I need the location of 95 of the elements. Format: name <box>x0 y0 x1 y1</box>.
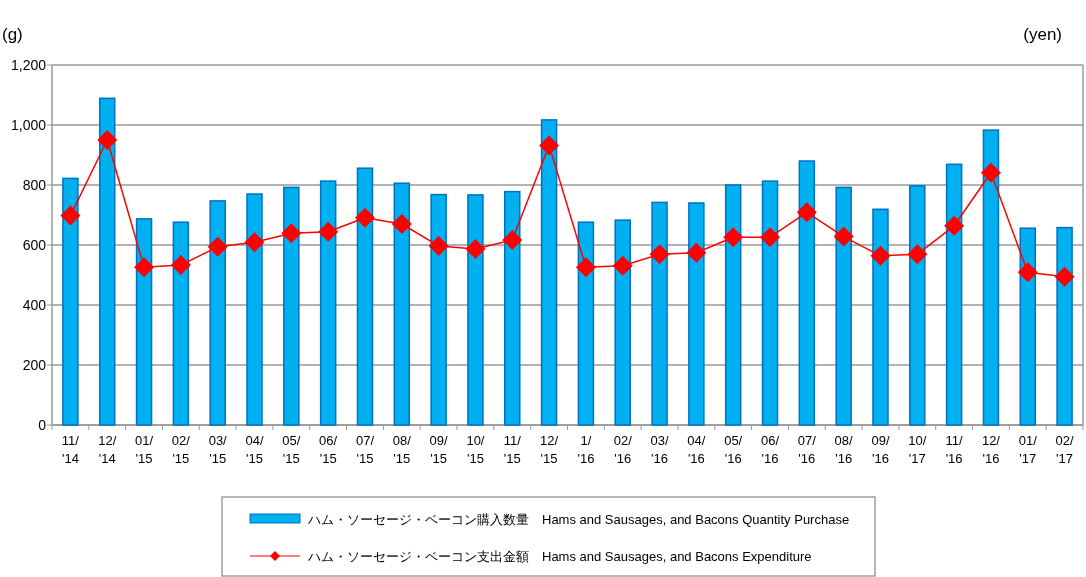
bar <box>467 194 484 426</box>
x-tick-label: 05/ '15 <box>282 433 301 466</box>
x-tick-label: 12/ '14 <box>98 433 117 466</box>
y-axis-title: (g) <box>2 25 23 44</box>
legend-label: ハム・ソーセージ・ベーコン購入数量 Hams and Sausages, and Bacons Quantity Purchase <box>307 512 850 527</box>
point <box>649 244 670 265</box>
x-tick-label: 04/ '15 <box>245 433 264 466</box>
bar <box>504 190 521 426</box>
x-tick-label: 08/ '16 <box>834 433 854 466</box>
point <box>134 257 155 278</box>
x-tick-label: 05/ '16 <box>724 433 743 466</box>
point <box>980 162 1001 183</box>
y-tick-label: 0 <box>38 417 47 433</box>
bar <box>430 193 447 426</box>
x-tick-label: 01/ '17 <box>1018 433 1038 466</box>
bar <box>614 219 631 426</box>
point <box>686 242 707 263</box>
y-tick-label: 800 <box>22 177 47 193</box>
bar <box>172 221 190 426</box>
bar <box>798 160 816 426</box>
x-tick-label: 10/ '15 <box>466 433 485 466</box>
point <box>907 244 928 265</box>
y-tick-label: 600 <box>22 237 47 253</box>
bar <box>135 218 153 426</box>
bar <box>540 119 558 426</box>
x-tick-label: 11/ '15 <box>503 433 522 466</box>
y-tick-label: 200 <box>22 357 47 373</box>
x-tick-label: 07/ '15 <box>355 433 375 466</box>
point <box>318 221 339 242</box>
point <box>97 130 118 150</box>
x-tick-label: 06/ '16 <box>760 433 780 466</box>
bar <box>356 167 374 426</box>
bar <box>577 221 595 426</box>
x-tick-label: 12/ '16 <box>981 433 1001 466</box>
point <box>428 235 449 256</box>
bar <box>319 180 337 426</box>
bar <box>909 185 926 426</box>
bar <box>1056 226 1073 426</box>
bar <box>1019 227 1037 426</box>
point <box>207 236 228 257</box>
point <box>539 135 560 156</box>
bar <box>246 193 263 426</box>
point <box>944 215 965 236</box>
legend-label: ハム・ソーセージ・ベーコン支出金額 Hams and Sausages, and Bacons Expenditure <box>307 549 812 564</box>
point <box>391 214 412 234</box>
bar <box>98 97 116 426</box>
point <box>870 245 891 266</box>
x-tick-label: 02/ '15 <box>171 433 191 466</box>
x-tick-label: 11/ '14 <box>61 433 80 466</box>
x-tick-label: 07/ '16 <box>797 433 817 466</box>
bar <box>393 182 411 426</box>
y2-axis-title: (yen) <box>1023 25 1062 44</box>
point <box>760 227 781 248</box>
x-tick-label: 12/ '15 <box>540 433 559 466</box>
bar <box>651 201 668 426</box>
bar <box>688 202 705 426</box>
x-tick-label: 03/ '15 <box>208 433 228 466</box>
x-tick-label: 06/ '15 <box>319 433 338 466</box>
point <box>60 205 81 226</box>
y-tick-label: 400 <box>22 297 47 313</box>
point <box>465 238 486 259</box>
bar <box>982 129 1000 426</box>
point <box>833 226 854 247</box>
point <box>354 207 375 228</box>
x-tick-label: 04/ '16 <box>687 433 706 466</box>
bar <box>945 163 963 426</box>
point <box>244 232 265 253</box>
x-tick-label: 10/ '17 <box>908 433 927 466</box>
bar <box>283 186 300 426</box>
point <box>1017 262 1038 283</box>
bar <box>872 208 889 426</box>
point <box>723 227 744 248</box>
bar <box>62 177 79 426</box>
point <box>796 202 817 223</box>
x-tick-label: 02/ '16 <box>613 433 633 466</box>
x-tick-label: 09/ '16 <box>871 433 890 466</box>
bar <box>724 184 742 426</box>
point <box>1054 266 1075 287</box>
x-tick-label: 09/ '15 <box>429 433 449 466</box>
x-tick-label: 03/ '16 <box>650 433 669 466</box>
bar <box>835 186 852 426</box>
bar <box>761 180 779 426</box>
point <box>170 255 191 276</box>
x-tick-label: 11/ '16 <box>945 433 964 466</box>
x-tick-label: 01/ '15 <box>135 433 154 466</box>
x-tick-label: 1/ '16 <box>577 433 595 466</box>
x-tick-label: 08/ '15 <box>392 433 412 466</box>
point <box>281 223 302 244</box>
y-tick-label: 1,000 <box>10 117 47 133</box>
point <box>575 257 596 278</box>
point <box>502 229 523 250</box>
bar <box>209 200 226 426</box>
y-tick-label: 1,200 <box>10 57 47 73</box>
x-tick-label: 02/ '17 <box>1055 433 1075 466</box>
point <box>612 255 633 276</box>
